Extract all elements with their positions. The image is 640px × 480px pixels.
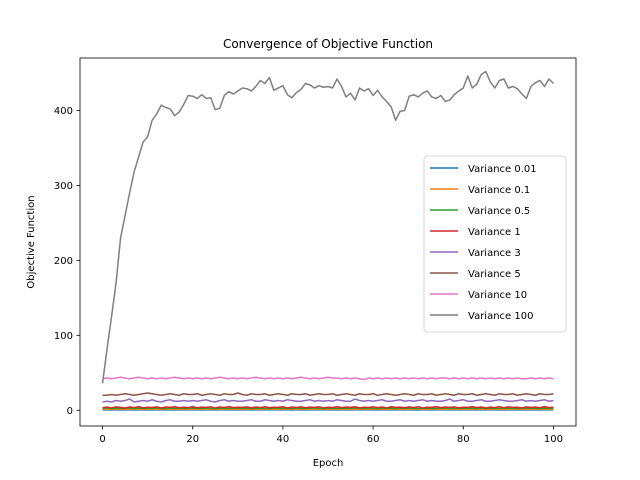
series-line-4	[102, 398, 554, 403]
y-tick-label: 300	[54, 181, 73, 192]
x-tick-label: 20	[186, 434, 199, 445]
y-tick-label: 200	[54, 256, 73, 267]
series-line-7	[101, 70, 554, 384]
plot-frame	[79, 57, 577, 427]
x-axis-label: Epoch	[313, 458, 344, 469]
series-line-2	[102, 407, 554, 410]
legend-label: Variance 5	[468, 269, 521, 280]
x-tick-label: 100	[544, 434, 563, 445]
chart-title: Convergence of Objective Function	[223, 37, 433, 51]
y-tick-label: 0	[67, 406, 73, 417]
y-axis: 0 100 200 300 400	[54, 106, 80, 417]
legend-label: Variance 10	[468, 290, 527, 301]
series-line-6	[102, 376, 554, 381]
legend-label: Variance 100	[468, 311, 533, 322]
x-axis: 0 20 40 60 80 100	[99, 426, 563, 445]
legend-label: Variance 1	[468, 227, 521, 238]
legend-label: Variance 0.01	[468, 164, 537, 175]
legend-box	[423, 155, 567, 333]
legend-label: Variance 0.1	[468, 185, 530, 196]
x-tick-label: 80	[457, 434, 470, 445]
x-tick-label: 40	[277, 434, 290, 445]
y-axis-label: Objective Function	[26, 195, 37, 288]
legend: Variance 0.01 Variance 0.1 Variance 0.5 Var…	[423, 155, 567, 333]
legend-label: Variance 3	[468, 248, 521, 259]
y-tick-label: 100	[54, 331, 73, 342]
x-tick-label: 0	[99, 434, 105, 445]
series-layer	[101, 70, 554, 411]
legend-label: Variance 0.5	[468, 206, 530, 217]
x-tick-label: 60	[367, 434, 380, 445]
series-line-5	[102, 392, 554, 397]
y-tick-label: 400	[54, 106, 73, 117]
series-line-3	[102, 405, 554, 409]
